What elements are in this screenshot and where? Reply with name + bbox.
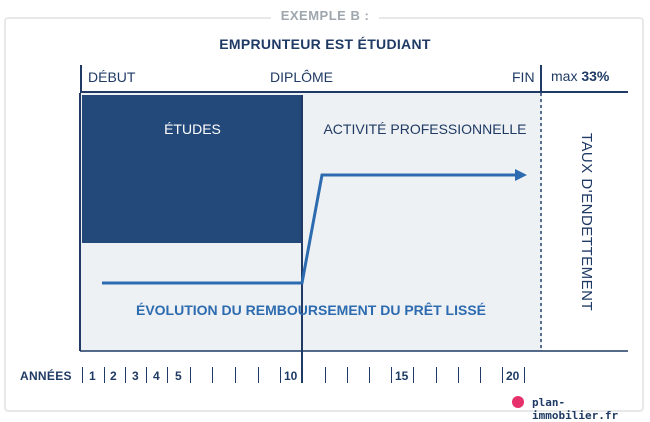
- max-rate-label: max 33%: [551, 68, 609, 84]
- year-tick: [258, 367, 259, 383]
- year-label-4: 4: [153, 369, 160, 383]
- year-tick: [82, 367, 83, 383]
- supertitle: EXEMPLE B :: [270, 8, 380, 23]
- year-tick: [325, 367, 326, 383]
- year-tick: [436, 367, 437, 383]
- activity-label: ACTIVITÉ PROFESSIONNELLE: [323, 121, 527, 137]
- year-tick: [413, 367, 414, 383]
- year-tick: [391, 367, 392, 383]
- studies-block: [82, 95, 303, 243]
- year-tick: [167, 367, 168, 383]
- year-label-3: 3: [132, 369, 139, 383]
- year-label-20: 20: [506, 369, 520, 383]
- label-diploma: DIPLÔME: [270, 69, 334, 85]
- year-tick: [502, 367, 503, 383]
- year-tick: [369, 367, 370, 383]
- brand-logo-dot: [512, 396, 524, 408]
- header-rule: [80, 91, 628, 93]
- year-tick: [104, 367, 105, 383]
- year-label-5: 5: [175, 369, 182, 383]
- debt-ratio-label: TAUX D'ENDETTEMENT: [578, 132, 595, 312]
- header-divider-right: [540, 65, 542, 93]
- year-tick: [480, 367, 481, 383]
- diagram-title: EMPRUNTEUR EST ÉTUDIANT: [219, 36, 431, 52]
- year-tick: [280, 367, 281, 383]
- label-end: FIN: [512, 69, 535, 85]
- year-tick: [458, 367, 459, 383]
- year-label-1: 1: [89, 369, 96, 383]
- year-tick: [190, 367, 191, 383]
- year-tick: [347, 367, 348, 383]
- label-start: DÉBUT: [88, 69, 136, 85]
- debt-ratio-column: [544, 93, 628, 351]
- max-value: 33%: [581, 68, 610, 84]
- year-label-15: 15: [395, 369, 409, 383]
- year-tick: [524, 367, 525, 383]
- year-tick: [146, 367, 147, 383]
- evolution-label: ÉVOLUTION DU REMBOURSEMENT DU PRÊT LISSÉ: [135, 302, 487, 318]
- max-prefix: max: [551, 68, 578, 84]
- year-label-2: 2: [110, 369, 117, 383]
- studies-label: ÉTUDES: [164, 121, 221, 137]
- year-tick: [125, 367, 126, 383]
- brand-link[interactable]: plan-immobilier.fr: [532, 396, 619, 422]
- header-divider-left: [80, 65, 82, 93]
- year-label-10: 10: [284, 369, 298, 383]
- years-axis-label: ANNÉES: [20, 369, 72, 383]
- repayment-curve: [102, 173, 518, 285]
- repayment-arrow-head: [515, 169, 527, 181]
- year-tick: [212, 367, 213, 383]
- year-tick: [235, 367, 236, 383]
